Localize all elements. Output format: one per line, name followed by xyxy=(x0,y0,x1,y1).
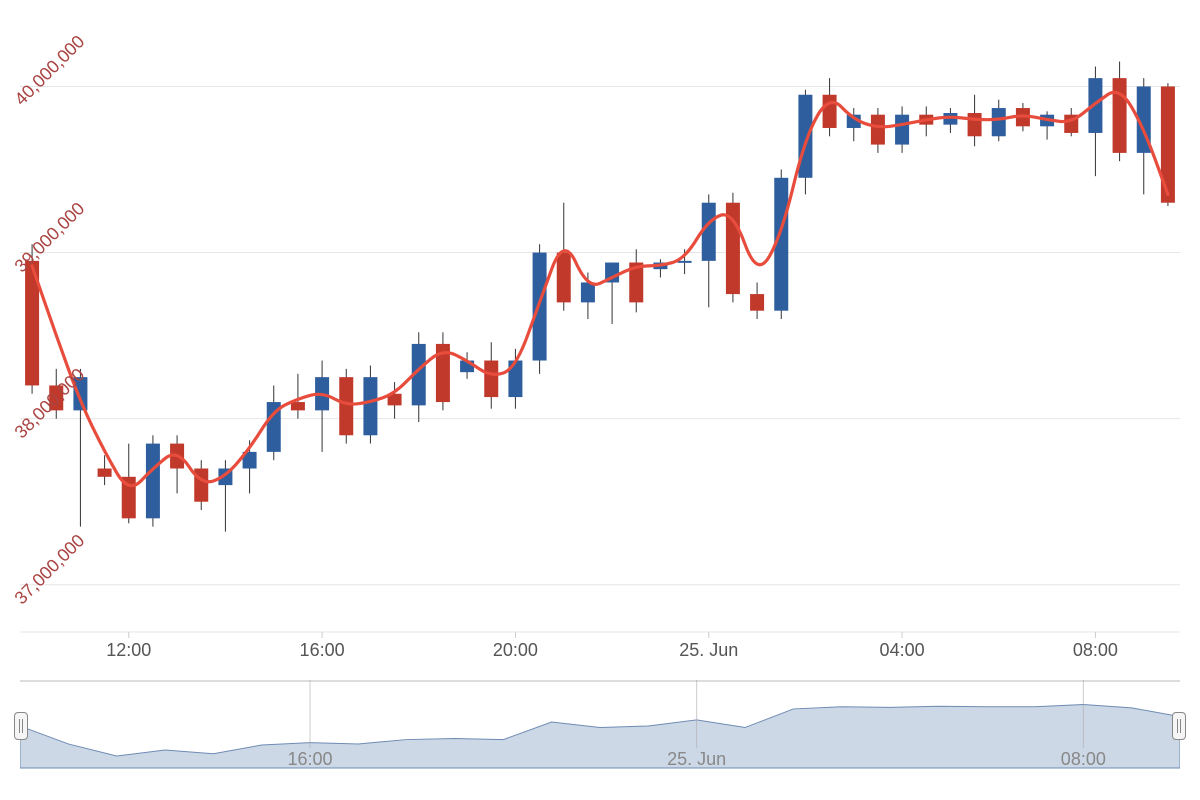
navigator-svg xyxy=(20,680,1180,770)
navigator-tick-label: 08:00 xyxy=(1061,749,1106,770)
navigator-handle-right[interactable] xyxy=(1172,712,1186,740)
navigator[interactable]: 16:00 25. Jun 08:00 xyxy=(20,680,1180,770)
candlestick-chart[interactable]: 37,000,00038,000,00039,000,00040,000,000… xyxy=(20,20,1180,640)
chart-container: 37,000,00038,000,00039,000,00040,000,000… xyxy=(0,0,1200,800)
x-axis-tick-label: 16:00 xyxy=(300,640,345,661)
navigator-tick-label: 16:00 xyxy=(287,749,332,770)
x-axis-tick-label: 12:00 xyxy=(106,640,151,661)
x-axis-tick-label: 20:00 xyxy=(493,640,538,661)
main-chart-svg xyxy=(20,20,1180,640)
navigator-tick-label: 25. Jun xyxy=(667,749,726,770)
x-axis-tick-label: 04:00 xyxy=(880,640,925,661)
x-axis-tick-label: 08:00 xyxy=(1073,640,1118,661)
navigator-handle-left[interactable] xyxy=(14,712,28,740)
x-axis-tick-label: 25. Jun xyxy=(679,640,738,661)
